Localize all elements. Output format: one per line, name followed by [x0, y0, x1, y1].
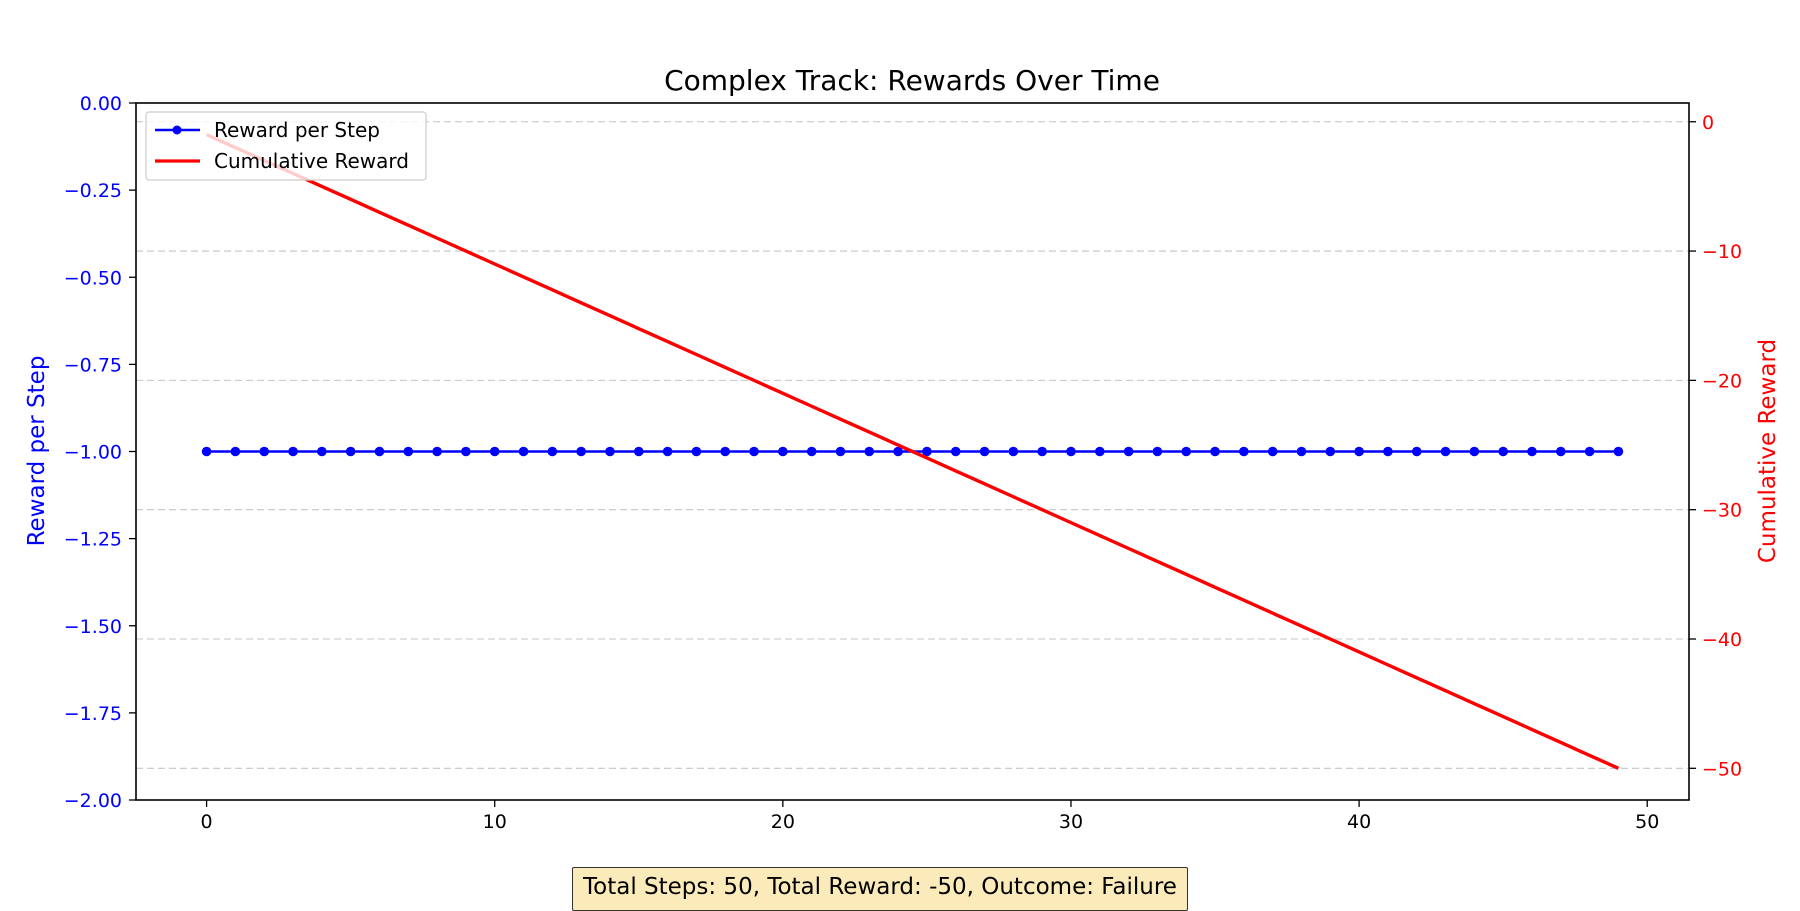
point-reward-per-step-21: [806, 446, 817, 457]
left-y-tick-label-7: −1.75: [64, 703, 122, 725]
point-reward-per-step-25: [922, 446, 932, 457]
point-reward-per-step-30: [1066, 446, 1076, 457]
point-reward-per-step-35: [1210, 446, 1220, 457]
x-tick-label-5: 50: [1635, 811, 1659, 833]
point-reward-per-step-8: [432, 446, 442, 457]
right-y-tick-label-4: −40: [1702, 629, 1742, 651]
series-line-cumulative-reward: [205, 133, 1620, 770]
left-y-tick-label-0: 0.00: [80, 93, 122, 115]
point-reward-per-step-37: [1267, 446, 1278, 457]
point-reward-per-step-11: [518, 446, 529, 457]
point-reward-per-step-45: [1498, 446, 1508, 457]
left-y-tick-label-1: −0.25: [64, 180, 122, 202]
point-reward-per-step-29: [1037, 446, 1047, 457]
point-reward-per-step-10: [489, 446, 500, 457]
chart-title: Complex Track: Rewards Over Time: [664, 64, 1160, 97]
point-reward-per-step-39: [1325, 446, 1336, 457]
point-reward-per-step-22: [835, 446, 846, 457]
right-y-axis-label: Cumulative Reward: [1755, 339, 1781, 563]
left-y-tick-label-6: −1.50: [64, 616, 122, 638]
right-y-axis: 0 −10 −20 −30 −40 −50: [1689, 112, 1742, 780]
x-axis: 0 10 20 30 40 50: [201, 800, 1659, 833]
legend-label-reward-per-step: Reward per Step: [214, 118, 380, 142]
x-tick-label-0: 0: [201, 811, 213, 833]
point-reward-per-step-13: [576, 446, 586, 457]
legend-frame: [145, 111, 427, 181]
grid-layer: [136, 121, 1689, 769]
point-reward-per-step-43: [1440, 446, 1451, 457]
point-reward-per-step-28: [1008, 446, 1019, 457]
point-reward-per-step-42: [1411, 446, 1422, 457]
point-reward-per-step-44: [1469, 446, 1480, 457]
point-reward-per-step-27: [979, 446, 990, 457]
point-reward-per-step-3: [288, 446, 298, 457]
left-y-tick-label-2: −0.50: [64, 267, 122, 289]
point-reward-per-step-17: [691, 446, 702, 457]
point-reward-per-step-23: [864, 446, 875, 457]
point-reward-per-step-5: [345, 446, 356, 457]
series-layer: [201, 133, 1624, 770]
left-y-tick-label-4: −1.00: [64, 442, 122, 464]
legend-label-cumulative-reward: Cumulative Reward: [214, 149, 409, 173]
left-y-axis-label: Reward per Step: [24, 356, 50, 547]
point-reward-per-step-36: [1239, 446, 1249, 457]
point-reward-per-step-14: [605, 446, 615, 457]
point-reward-per-step-0: [201, 446, 212, 457]
point-reward-per-step-15: [633, 446, 644, 457]
x-tick-label-4: 40: [1347, 811, 1371, 833]
point-reward-per-step-12: [547, 446, 558, 457]
x-tick-label-2: 20: [771, 811, 795, 833]
right-y-tick-label-3: −30: [1702, 500, 1742, 522]
point-reward-per-step-24: [893, 446, 903, 457]
legend: Reward per Step Cumulative Reward: [145, 111, 427, 181]
point-reward-per-step-31: [1094, 446, 1105, 457]
point-reward-per-step-38: [1296, 446, 1307, 457]
point-reward-per-step-19: [749, 446, 759, 457]
point-reward-per-step-40: [1354, 446, 1364, 457]
point-reward-per-step-7: [403, 446, 414, 457]
point-reward-per-step-16: [662, 446, 673, 457]
left-y-tick-label-5: −1.25: [64, 529, 122, 551]
point-reward-per-step-9: [461, 446, 471, 457]
x-tick-label-3: 30: [1059, 811, 1083, 833]
left-y-tick-label-8: −2.00: [64, 790, 122, 812]
left-y-tick-label-3: −0.75: [64, 354, 122, 376]
point-reward-per-step-49: [1613, 446, 1624, 457]
point-reward-per-step-32: [1123, 446, 1134, 457]
left-y-axis: 0.00 −0.25 −0.50 −0.75 −1.00 −1.25 −1.50 −1.75 −…: [64, 93, 136, 812]
point-reward-per-step-20: [778, 446, 788, 457]
point-reward-per-step-47: [1555, 446, 1566, 457]
point-reward-per-step-48: [1584, 446, 1595, 457]
point-reward-per-step-4: [317, 446, 327, 457]
point-reward-per-step-1: [230, 446, 241, 457]
summary-annotation: Total Steps: 50, Total Reward: -50, Outc…: [572, 867, 1188, 911]
right-y-tick-label-0: 0: [1702, 112, 1714, 134]
right-y-tick-label-2: −20: [1702, 370, 1742, 392]
point-reward-per-step-46: [1527, 446, 1537, 457]
right-y-tick-label-1: −10: [1702, 241, 1742, 263]
point-reward-per-step-33: [1152, 446, 1163, 457]
point-reward-per-step-6: [374, 446, 385, 457]
point-reward-per-step-34: [1181, 446, 1192, 457]
point-reward-per-step-41: [1383, 446, 1393, 457]
point-reward-per-step-26: [950, 446, 961, 457]
point-reward-per-step-2: [259, 446, 270, 457]
legend-marker-reward-per-step: [172, 125, 182, 135]
right-y-tick-label-5: −50: [1702, 758, 1742, 780]
point-reward-per-step-18: [720, 446, 731, 457]
x-tick-label-1: 10: [483, 811, 507, 833]
